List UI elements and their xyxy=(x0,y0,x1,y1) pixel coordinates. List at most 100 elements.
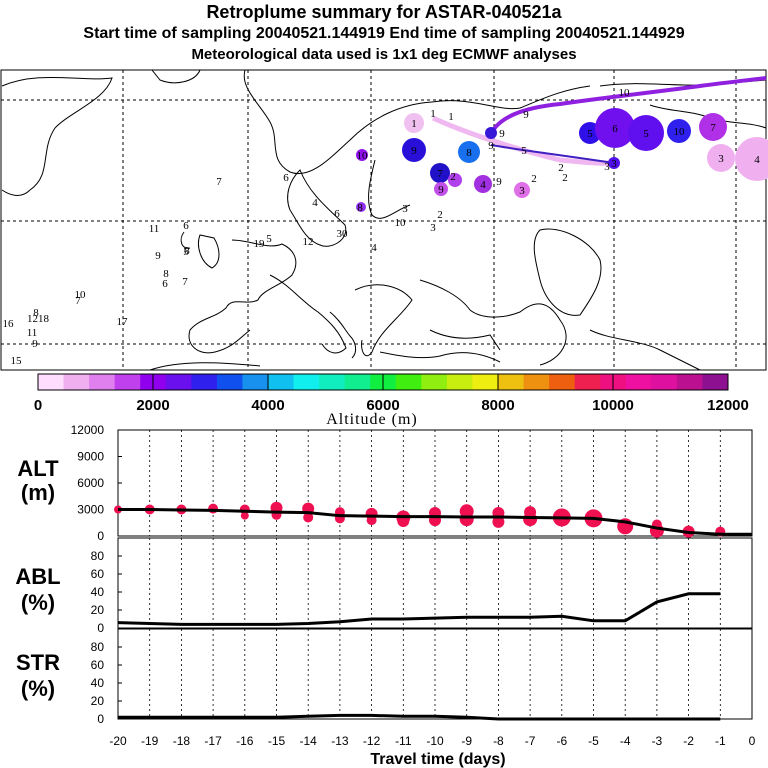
str-y-tick: 20 xyxy=(91,694,105,708)
x-tick-label: -1 xyxy=(715,734,726,748)
alt-label: ALT xyxy=(17,456,59,481)
day-label: 3 xyxy=(519,185,525,197)
day-label: 4 xyxy=(312,197,318,209)
colorbar-cell xyxy=(114,374,141,390)
day-label: 2 xyxy=(450,171,456,183)
day-label: 10 xyxy=(75,289,87,301)
day-label: 7 xyxy=(182,276,188,288)
x-tick-label: -10 xyxy=(426,734,444,748)
day-label: 8 xyxy=(163,268,169,280)
day-label: 6 xyxy=(334,208,340,220)
x-tick-label: -15 xyxy=(268,734,286,748)
day-label: 10 xyxy=(395,217,407,229)
colorbar-cell xyxy=(676,374,703,390)
day-label: 5 xyxy=(183,246,189,258)
alt-point xyxy=(240,511,249,520)
x-tick-label: -13 xyxy=(331,734,349,748)
day-label: 2 xyxy=(531,173,537,185)
colorbar-cell xyxy=(651,374,678,390)
colorbar-cell xyxy=(472,374,499,390)
plume-track-lavender xyxy=(431,115,615,166)
x-tick-label: -3 xyxy=(652,734,663,748)
day-label: 7 xyxy=(710,122,716,134)
x-tick-label: -19 xyxy=(141,734,159,748)
str-y-tick: 80 xyxy=(91,640,105,654)
day-label: 10 xyxy=(674,126,686,138)
alt-point xyxy=(459,512,474,527)
plume-cluster-blob xyxy=(430,163,450,183)
colorbar-cell xyxy=(498,374,525,390)
sampling-time: Start time of sampling 20040521.144919 E… xyxy=(83,25,685,42)
page-title: Retroplume summary for ASTAR-040521a xyxy=(206,2,562,22)
day-label: 9 xyxy=(155,250,161,262)
day-label: 1218 xyxy=(27,313,50,325)
day-label: 3 xyxy=(718,153,724,165)
coastlines xyxy=(1,69,767,371)
abl-unit: (%) xyxy=(21,590,55,615)
alt-point xyxy=(523,512,538,527)
colorbar-cell xyxy=(395,374,422,390)
alt-point xyxy=(492,515,505,528)
colorbar: 0 2000 4000 6000 8000 10000 12000 Altitude (m) xyxy=(34,373,749,428)
plume-cluster-blob xyxy=(458,141,480,163)
day-label: 10 xyxy=(357,150,369,162)
day-label: 5 xyxy=(587,128,593,140)
x-tick-label: -6 xyxy=(556,734,567,748)
alt-y-tick: 12000 xyxy=(71,423,105,437)
x-tick-label: -12 xyxy=(363,734,381,748)
plume-cluster-blob xyxy=(514,182,530,198)
panel-y-tick-labels: 0 3000 6000 9000 12000 0 20 40 60 80 0 20 40 60 80 xyxy=(71,423,122,726)
x-tick-label: -18 xyxy=(173,734,191,748)
colorbar-cell xyxy=(319,374,346,390)
colorbar-tick-label: 8000 xyxy=(481,397,514,414)
str-line xyxy=(118,713,721,721)
day-label: 8 xyxy=(466,147,472,159)
colorbar-cell xyxy=(191,374,218,390)
plume-cluster-blob xyxy=(699,113,727,141)
alt-median-line xyxy=(118,508,752,536)
day-label: 8 xyxy=(184,245,190,257)
day-label: 11 xyxy=(149,223,160,235)
abl-y-tick: 0 xyxy=(97,621,104,635)
str-label: STR xyxy=(16,650,60,675)
colorbar-cell xyxy=(702,374,729,390)
day-label: 19 xyxy=(254,238,266,250)
colorbar-cell xyxy=(574,374,601,390)
colorbar-tick-label: 10000 xyxy=(592,397,634,414)
plume-cluster-blob xyxy=(608,157,620,169)
x-tick-label: -8 xyxy=(493,734,504,748)
day-label: 7 xyxy=(437,168,443,180)
day-label: 1 xyxy=(448,111,454,123)
day-label: 1 xyxy=(430,108,436,120)
abl-label: ABL xyxy=(15,564,60,589)
plume-cluster-blob xyxy=(667,119,691,143)
abl-line xyxy=(117,592,721,626)
day-label: 10 xyxy=(619,87,631,99)
colorbar-cell xyxy=(242,374,269,390)
str-y-tick: 60 xyxy=(91,658,105,672)
colorbar-tick-label: 0 xyxy=(34,397,42,414)
colorbar-cell xyxy=(63,374,90,390)
day-label: 2 xyxy=(558,162,564,174)
colorbar-tick-label: 6000 xyxy=(366,397,399,414)
alt-point xyxy=(208,503,219,514)
x-tick-label: -9 xyxy=(461,734,472,748)
day-label: 9 xyxy=(523,109,529,121)
alt-unit: (m) xyxy=(21,480,55,505)
colorbar-cell xyxy=(523,374,550,390)
x-tick-label: -7 xyxy=(525,734,536,748)
alt-point xyxy=(303,512,314,523)
x-tick-label: 0 xyxy=(749,734,756,748)
day-label: 7 xyxy=(75,295,81,307)
day-label: 5 xyxy=(521,145,527,157)
x-tick-label: -11 xyxy=(395,734,412,748)
day-label: 5 xyxy=(643,128,649,140)
day-label: 12 xyxy=(303,236,314,248)
colorbar-tick-label: 2000 xyxy=(136,397,169,414)
plume-track-dark xyxy=(490,144,615,164)
day-label: 3 xyxy=(402,203,408,215)
day-label: 30 xyxy=(337,228,349,240)
plume-track-purple xyxy=(489,76,767,135)
plume-cluster-blob xyxy=(356,149,368,161)
